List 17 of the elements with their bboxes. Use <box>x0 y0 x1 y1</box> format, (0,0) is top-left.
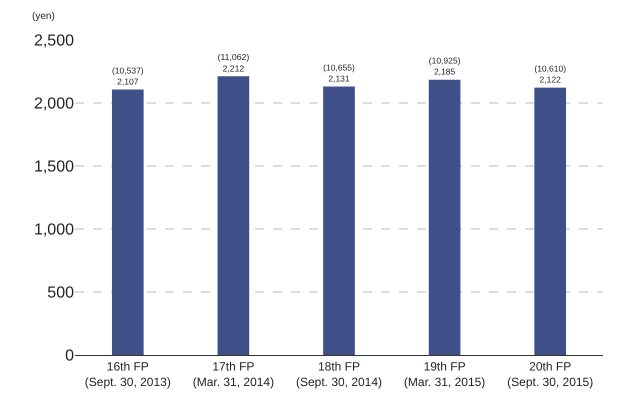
data-label: (10,610) 2,122 <box>534 64 566 85</box>
y-tick-label: 1,000 <box>34 222 74 239</box>
data-label: (11,062) 2,212 <box>218 52 250 74</box>
x-tick-label: 16th FP (Sept. 30, 2013) <box>84 359 171 389</box>
y-tick-label: 2,500 <box>34 32 74 50</box>
x-tick-label: 19th FP (Mar. 31, 2015) <box>404 359 486 389</box>
data-label: (10,925) 2,185 <box>428 56 461 77</box>
x-tick-label: 17th FP (Mar. 31, 2014) <box>192 359 274 389</box>
x-tick-label: 18th FP (Sept. 30, 2014) <box>296 359 382 389</box>
data-label: (10,537) 2,107 <box>112 66 144 87</box>
data-label: (10,655) 2,131 <box>323 62 355 84</box>
y-axis-title: (yen) <box>32 11 55 22</box>
y-tick-label: 1,500 <box>34 158 74 176</box>
x-tick-label: 20th FP (Sept. 30, 2015) <box>507 359 594 389</box>
y-tick-label: 2,000 <box>34 96 74 113</box>
y-tick-label: 0 <box>65 348 74 365</box>
y-tick-label: 500 <box>47 284 74 302</box>
